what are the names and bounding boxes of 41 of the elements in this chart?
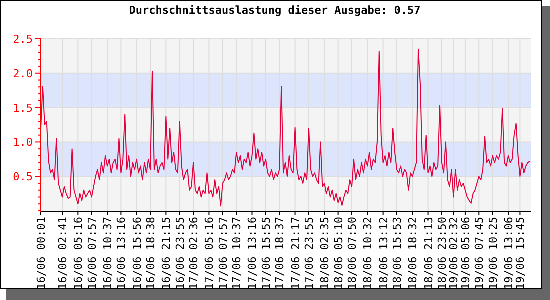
x-tick-label: 17/06 05:16: [203, 217, 216, 290]
x-tick-label: 17/06 23:55: [302, 217, 316, 290]
x-tick-label: 16/06 21:15: [160, 217, 174, 290]
x-tick-label: 19/06 10:25: [486, 217, 500, 290]
x-tick-label: 17/06 21:17: [289, 217, 302, 290]
x-tick-label: 18/06 18:32: [406, 217, 420, 290]
x-tick-label: 16/06 23:55: [174, 217, 187, 290]
x-tick-label: 18/06 13:12: [377, 217, 390, 290]
x-tick-label: 16/06 02:41: [56, 217, 70, 290]
x-tick-label: 19/06 13:06: [502, 217, 516, 290]
x-tick-label: 17/06 10:37: [230, 217, 244, 290]
x-tick-label: 18/06 02:35: [318, 217, 332, 290]
x-tick-label: 18/06 23:50: [436, 217, 449, 290]
y-tick-label: 1.5: [13, 102, 33, 115]
y-tick-label: 2.0: [13, 67, 33, 80]
x-tick-label: 16/06 15:56: [130, 217, 144, 290]
chart-title: Durchschnittsauslastung dieser Ausgabe: 0.57: [129, 4, 421, 17]
x-tick-label: 19/06 07:45: [473, 217, 486, 290]
x-tick-label: 19/06 15:45: [514, 217, 528, 290]
x-tick-label: 16/06 10:37: [102, 217, 115, 290]
x-tick-label: 16/06 07:57: [86, 217, 99, 290]
x-tick-label: 16/06 00:01: [35, 217, 48, 290]
x-tick-label: 19/06 02:32: [448, 217, 461, 290]
line-series: [40, 48, 530, 207]
y-tick-label: 0.5: [13, 170, 33, 184]
y-tick-label: 1.0: [13, 136, 33, 150]
x-tick-label: 18/06 10:32: [362, 217, 375, 290]
x-tick-label: 17/06 02:36: [188, 217, 201, 290]
x-tick-label: 16/06 05:16: [72, 217, 86, 290]
x-tick-label: 18/06 15:53: [390, 217, 404, 290]
x-tick-label: 18/06 21:13: [422, 217, 436, 290]
x-tick-label: 17/06 13:16: [246, 217, 260, 290]
x-tick-label: 18/06 05:10: [332, 217, 346, 290]
y-tick-label: 2.5: [13, 33, 33, 46]
x-tick-label: 16/06 13:16: [115, 217, 128, 290]
x-tick-label: 17/06 07:57: [216, 217, 230, 290]
x-tick-label: 18/06 07:50: [346, 217, 360, 290]
x-tick-label: 17/06 18:37: [274, 217, 287, 290]
x-tick-label: 17/06 15:55: [260, 217, 273, 290]
x-tick-label: 16/06 18:38: [144, 217, 158, 290]
x-tick-label: 19/06 05:06: [459, 217, 472, 290]
